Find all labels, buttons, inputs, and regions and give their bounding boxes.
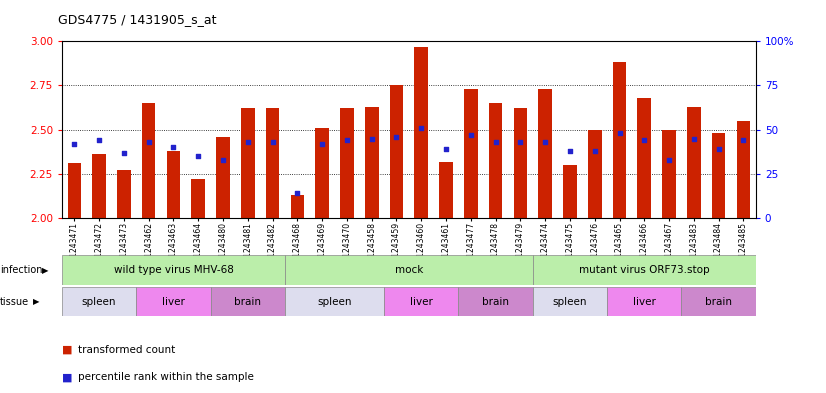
- Text: ▶: ▶: [42, 266, 49, 275]
- Bar: [415, 46, 428, 218]
- Text: tissue: tissue: [0, 297, 29, 307]
- Text: spleen: spleen: [553, 297, 587, 307]
- Point: [266, 139, 279, 145]
- Bar: [62, 287, 136, 316]
- Bar: [167, 151, 180, 218]
- Bar: [464, 89, 477, 218]
- Point: [514, 139, 527, 145]
- Point: [415, 125, 428, 131]
- Point: [365, 135, 378, 141]
- Text: liver: liver: [410, 297, 433, 307]
- Bar: [62, 255, 285, 285]
- Point: [539, 139, 552, 145]
- Point: [464, 132, 477, 138]
- Bar: [384, 287, 458, 316]
- Bar: [681, 287, 756, 316]
- Text: brain: brain: [705, 297, 732, 307]
- Bar: [216, 137, 230, 218]
- Bar: [266, 108, 279, 218]
- Bar: [563, 165, 577, 218]
- Point: [662, 156, 676, 163]
- Point: [117, 149, 131, 156]
- Point: [563, 148, 577, 154]
- Point: [316, 141, 329, 147]
- Text: liver: liver: [633, 297, 656, 307]
- Point: [340, 137, 354, 143]
- Point: [216, 156, 230, 163]
- Point: [192, 153, 205, 159]
- Text: liver: liver: [162, 297, 185, 307]
- Bar: [117, 171, 131, 218]
- Point: [68, 141, 81, 147]
- Point: [167, 144, 180, 151]
- Point: [712, 146, 725, 152]
- Bar: [613, 62, 626, 218]
- Text: infection: infection: [0, 265, 42, 275]
- Text: GDS4775 / 1431905_s_at: GDS4775 / 1431905_s_at: [58, 13, 216, 26]
- Bar: [489, 103, 502, 218]
- Point: [390, 134, 403, 140]
- Point: [588, 148, 601, 154]
- Bar: [93, 154, 106, 218]
- Bar: [588, 130, 601, 218]
- Text: mutant virus ORF73.stop: mutant virus ORF73.stop: [579, 265, 710, 275]
- Point: [241, 139, 254, 145]
- Point: [93, 137, 106, 143]
- Bar: [533, 255, 756, 285]
- Bar: [68, 163, 81, 218]
- Text: brain: brain: [482, 297, 509, 307]
- Bar: [662, 130, 676, 218]
- Bar: [192, 179, 205, 218]
- Bar: [737, 121, 750, 218]
- Text: wild type virus MHV-68: wild type virus MHV-68: [113, 265, 234, 275]
- Bar: [285, 255, 533, 285]
- Bar: [241, 108, 254, 218]
- Point: [687, 135, 700, 141]
- Bar: [142, 103, 155, 218]
- Point: [613, 130, 626, 136]
- Text: ■: ■: [62, 345, 73, 355]
- Bar: [316, 128, 329, 218]
- Text: brain: brain: [235, 297, 261, 307]
- Bar: [136, 287, 211, 316]
- Bar: [365, 107, 378, 218]
- Bar: [390, 85, 403, 218]
- Point: [291, 190, 304, 196]
- Bar: [712, 133, 725, 218]
- Bar: [211, 287, 285, 316]
- Text: transformed count: transformed count: [78, 345, 176, 355]
- Text: spleen: spleen: [317, 297, 352, 307]
- Bar: [514, 108, 527, 218]
- Bar: [340, 108, 354, 218]
- Bar: [533, 287, 607, 316]
- Text: percentile rank within the sample: percentile rank within the sample: [78, 372, 254, 382]
- Bar: [638, 98, 651, 218]
- Point: [489, 139, 502, 145]
- Point: [142, 139, 155, 145]
- Bar: [439, 162, 453, 218]
- Text: spleen: spleen: [82, 297, 116, 307]
- Point: [737, 137, 750, 143]
- Bar: [687, 107, 700, 218]
- Text: ▶: ▶: [33, 297, 40, 306]
- Bar: [458, 287, 533, 316]
- Text: ■: ■: [62, 372, 73, 382]
- Bar: [285, 287, 384, 316]
- Bar: [539, 89, 552, 218]
- Bar: [607, 287, 681, 316]
- Point: [638, 137, 651, 143]
- Text: mock: mock: [395, 265, 423, 275]
- Point: [439, 146, 453, 152]
- Bar: [291, 195, 304, 218]
